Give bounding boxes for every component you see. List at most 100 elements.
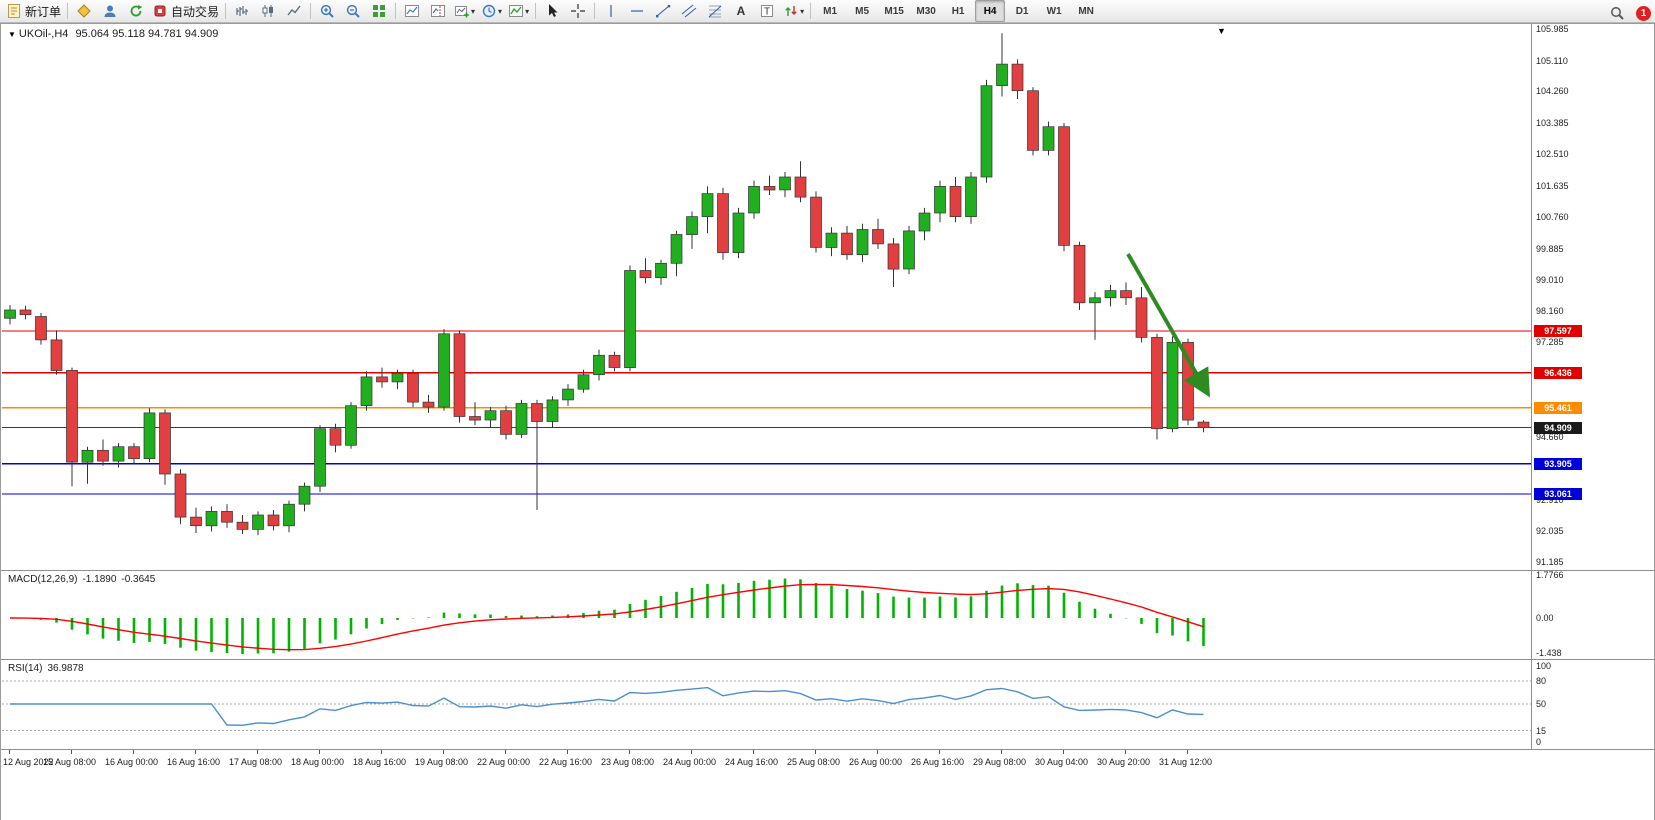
time-axis-tick [1001, 750, 1002, 754]
textT-icon: T [759, 3, 775, 19]
community-button[interactable] [123, 0, 149, 22]
macd-panel-separator[interactable] [1, 570, 1654, 571]
toolbar-separator [225, 3, 227, 19]
refresh-icon [128, 3, 144, 19]
zoom-out-button[interactable] [340, 0, 366, 22]
timeframe-m5-button[interactable]: M5 [855, 5, 870, 17]
timeframe-d1-button[interactable]: D1 [1015, 5, 1029, 17]
price-axis[interactable]: 105.985 105.110 104.260 103.385 102.510 101.6… [1534, 24, 1654, 570]
trendline-button[interactable] [650, 0, 676, 22]
timeframe-h4-button[interactable]: H4 [975, 0, 1006, 22]
price-axis-label: 91.185 [1536, 557, 1564, 567]
caret-down-icon: ▾ [525, 6, 530, 16]
level-price-tag: 97.597 [1534, 325, 1582, 337]
time-axis-label: 24 Aug 16:00 [725, 757, 779, 767]
chart-collapse-icon[interactable]: ▼ [8, 30, 16, 39]
price-axis-label: 94.660 [1536, 432, 1564, 442]
timeframe-m15-button[interactable]: M15 [884, 5, 904, 17]
price-axis-label: 103.385 [1536, 118, 1569, 128]
bar-chart-button[interactable] [229, 0, 255, 22]
rsi-axis-label: 80 [1536, 676, 1547, 686]
time-axis-label: 18 Aug 16:00 [353, 757, 407, 767]
chart-window[interactable]: ▼ UKOil-,H4 95.064 95.118 94.781 94.909 ▼ … [0, 23, 1655, 820]
price-axis-label: 104.260 [1536, 86, 1569, 96]
zoom-out-icon [345, 3, 361, 19]
timeframe-m30-button[interactable]: M30 [916, 5, 936, 17]
notification-badge[interactable]: 1 [1636, 5, 1651, 21]
chart-shift-icon [430, 3, 446, 19]
caret-down-icon: ▾ [471, 6, 476, 16]
time-axis-tick [939, 750, 940, 754]
chart-shift-button[interactable] [425, 0, 451, 22]
price-axis-label: 92.035 [1536, 526, 1564, 536]
macd-signal-value: -0.3645 [121, 574, 156, 585]
text-label-button[interactable]: T [754, 0, 780, 22]
level-price-tag: 96.436 [1534, 367, 1582, 379]
timeframe-w1-button[interactable]: W1 [1046, 5, 1062, 17]
text-button[interactable]: A [728, 0, 754, 22]
fibo-icon [707, 3, 723, 19]
rsi-axis-label: 15 [1536, 726, 1547, 736]
svg-text:T: T [764, 7, 770, 18]
macd-panel-canvas[interactable] [2, 571, 1531, 659]
price-axis-label: 98.160 [1536, 306, 1564, 316]
periods-button[interactable]: ▾ [478, 0, 505, 22]
timeframe-mn-button[interactable]: MN [1078, 5, 1094, 17]
toolbar-separator [810, 3, 812, 19]
crosshair-button[interactable] [565, 0, 591, 22]
new-order-button[interactable]: 新订单 [3, 0, 64, 22]
time-axis-tick [257, 750, 258, 754]
templates-button[interactable]: ▾ [505, 0, 532, 22]
new-chart-button[interactable]: ▾ [451, 0, 478, 22]
candlestick-chart-button[interactable] [255, 0, 281, 22]
cursor-button[interactable] [539, 0, 565, 22]
time-axis[interactable]: 12 Aug 2022 15 Aug 08:00 16 Aug 00:00 16 Au… [1, 749, 1654, 820]
time-axis-tick [877, 750, 878, 754]
time-axis-label: 26 Aug 00:00 [849, 757, 903, 767]
macd-label: MACD(12,26,9) -1.1890 -0.3645 [8, 574, 155, 585]
price-axis-label: 102.510 [1536, 149, 1569, 159]
navigator-button[interactable] [97, 0, 123, 22]
search-button[interactable] [1604, 2, 1630, 24]
rsi-value: 36.9878 [47, 663, 84, 674]
time-axis-tick [381, 750, 382, 754]
price-axis-label: 105.110 [1536, 56, 1568, 66]
price-axis-label: 101.635 [1536, 181, 1569, 191]
market-watch-button[interactable] [71, 0, 97, 22]
line-chart-button[interactable] [281, 0, 307, 22]
arrows-button[interactable]: ▾ [780, 0, 807, 22]
time-axis-tick [1125, 750, 1126, 754]
channel-button[interactable] [676, 0, 702, 22]
rsi-axis: 100 80 50 15 0 [1534, 660, 1654, 748]
auto-scroll-button[interactable] [399, 0, 425, 22]
rsi-panel-canvas[interactable] [2, 660, 1531, 748]
time-axis-tick [71, 750, 72, 754]
time-axis-tick [133, 750, 134, 754]
fibonacci-button[interactable] [702, 0, 728, 22]
time-axis-tick [1063, 750, 1064, 754]
horizontal-line-button[interactable] [624, 0, 650, 22]
price-axis-label: 97.285 [1536, 337, 1564, 347]
template-icon [508, 3, 524, 19]
level-price-tag: 93.061 [1534, 488, 1582, 500]
rsi-label: RSI(14) 36.9878 [8, 663, 84, 674]
candles-icon [260, 3, 276, 19]
price-chart-canvas[interactable] [2, 26, 1531, 570]
zoom-in-button[interactable] [314, 0, 340, 22]
rsi-panel-separator[interactable] [1, 659, 1654, 660]
vertical-line-button[interactable] [598, 0, 624, 22]
timeframe-h1-button[interactable]: H1 [951, 5, 965, 17]
tile-windows-button[interactable] [366, 0, 392, 22]
time-axis-label: 23 Aug 08:00 [601, 757, 655, 767]
bars-icon [234, 3, 250, 19]
timeframe-m1-button[interactable]: M1 [823, 5, 838, 17]
toolbar-separator [594, 3, 596, 19]
time-axis-label: 30 Aug 20:00 [1097, 757, 1151, 767]
grid-icon [371, 3, 387, 19]
auto-trading-button[interactable]: 自动交易 [149, 0, 222, 22]
time-axis-tick [691, 750, 692, 754]
price-axis-label: 105.985 [1536, 24, 1569, 34]
zoom-in-icon [319, 3, 335, 19]
chart-ohlc-values: 95.064 95.118 94.781 94.909 [75, 28, 219, 40]
toolbar-right: 1 [1604, 2, 1651, 24]
